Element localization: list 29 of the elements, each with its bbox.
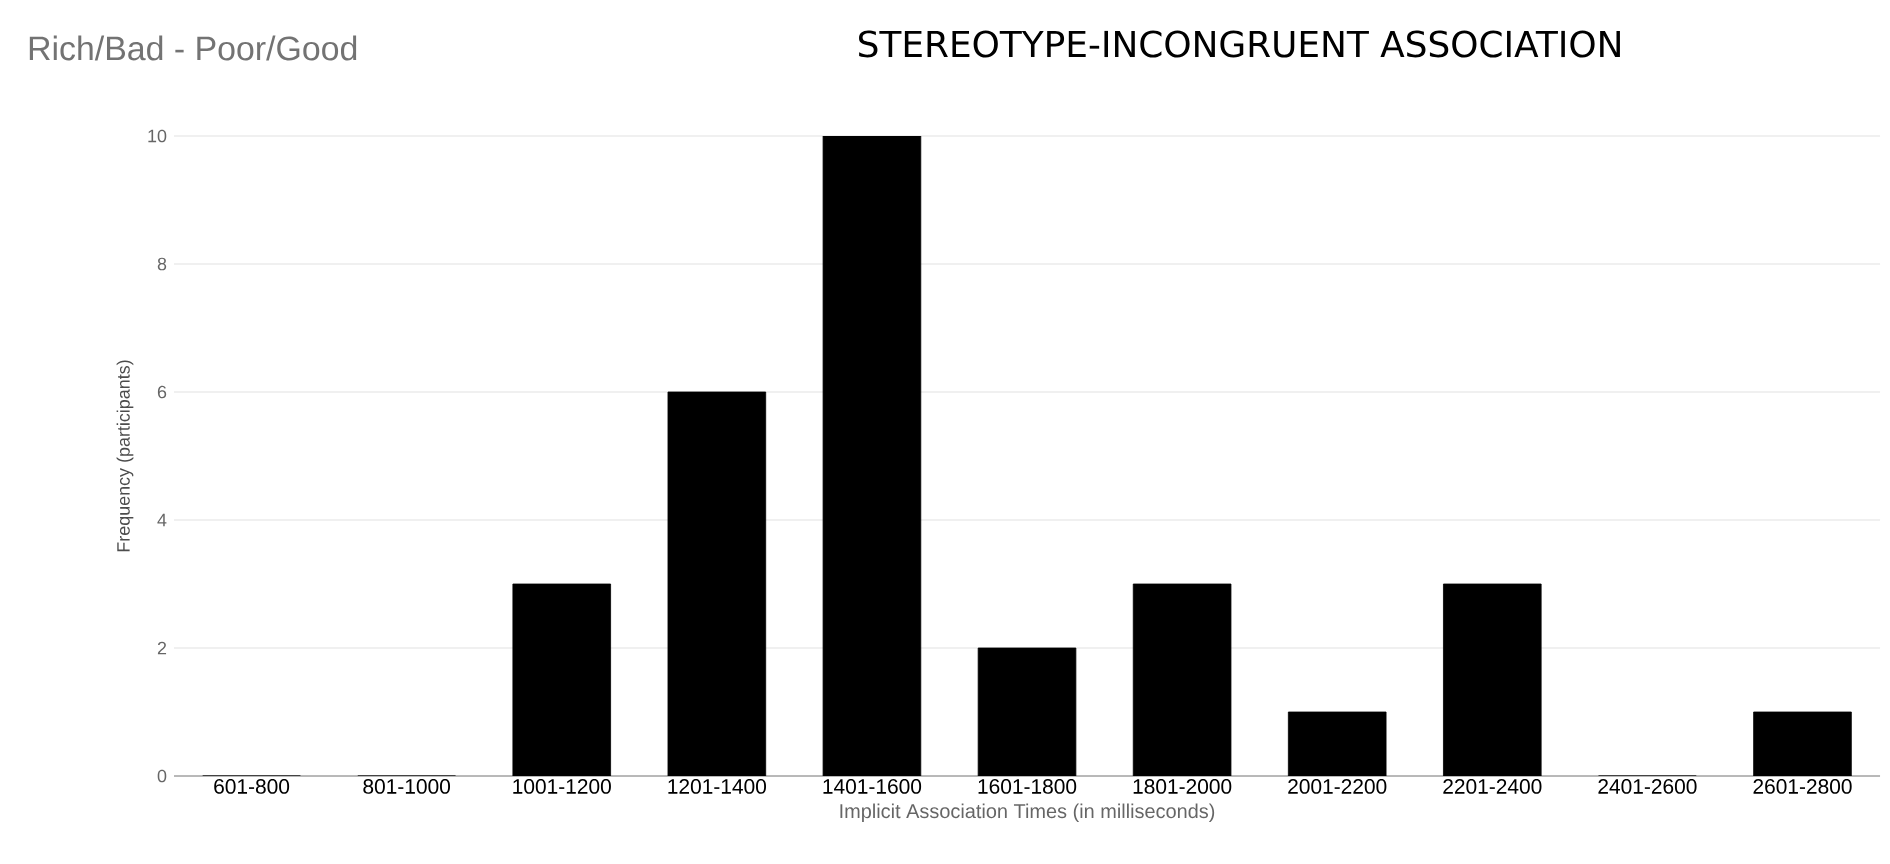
x-tick-label: 1801-2000 [1133, 779, 1232, 794]
y-tick-label: 2 [157, 641, 167, 655]
x-tick-label: 1601-1800 [978, 779, 1077, 794]
x-tick-label: 601-800 [214, 779, 290, 794]
y-axis-title: Frequency (participants) [116, 360, 134, 552]
bar [822, 135, 922, 776]
x-tick-label: 1001-1200 [513, 779, 611, 794]
y-tick-label: 6 [157, 385, 167, 399]
x-tick-label: 801-1000 [363, 779, 451, 794]
x-tick-label: 2001-2200 [1288, 779, 1387, 794]
chart-title: Rich/Bad - Poor/Good [29, 35, 357, 61]
bar [1287, 711, 1387, 776]
bar [512, 583, 611, 776]
x-tick-label: 2601-2800 [1753, 779, 1852, 794]
bar [1443, 583, 1542, 776]
y-tick-label: 8 [157, 257, 167, 271]
y-tick-label: 0 [157, 769, 167, 783]
bar [667, 391, 767, 776]
x-tick-label: 2401-2600 [1598, 779, 1697, 794]
x-tick-label: 1201-1400 [668, 779, 767, 794]
bar [1132, 583, 1232, 776]
chart-subtitle: STEREOTYPE-INCONGRUENT ASSOCIATION [859, 30, 1620, 58]
y-tick-label: 4 [157, 513, 167, 527]
x-axis-title: Implicit Association Times (in milliseconds) [840, 803, 1215, 823]
x-tick-label: 2201-2400 [1443, 779, 1542, 794]
y-tick-label: 10 [148, 129, 167, 143]
bar [1753, 711, 1852, 776]
x-tick-label: 1401-1600 [823, 779, 922, 794]
bar [977, 647, 1077, 776]
